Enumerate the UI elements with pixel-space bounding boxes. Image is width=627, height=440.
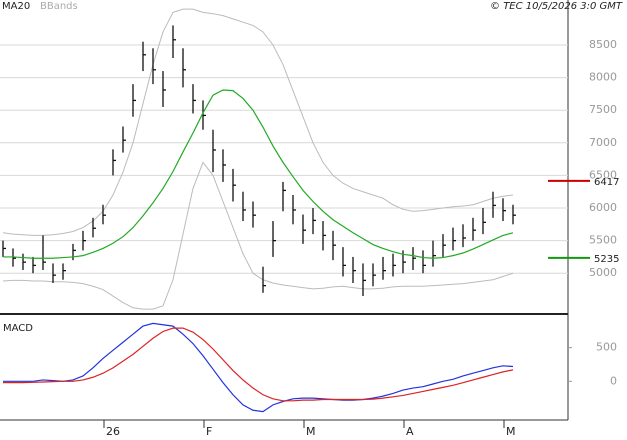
y-tick-label: 5000 bbox=[589, 266, 617, 279]
y-tick-label: 8500 bbox=[589, 38, 617, 51]
bband-upper bbox=[2, 8, 514, 236]
y-tick-label: 7500 bbox=[589, 103, 617, 116]
y-tick-label: 500 bbox=[596, 341, 617, 354]
y-tick-label: 8000 bbox=[589, 71, 617, 84]
ma20-line bbox=[3, 89, 514, 259]
y-tick-label: 6000 bbox=[589, 201, 617, 214]
macd-line bbox=[3, 322, 514, 413]
x-tick-label: M bbox=[506, 425, 516, 438]
y-tick-label: 6500 bbox=[589, 168, 617, 181]
macd-title: MACD bbox=[3, 323, 33, 334]
legend-ma20: MA20 bbox=[2, 1, 30, 12]
credit: © TEC 10/5/2026 3:0 GMT bbox=[490, 1, 623, 12]
bband-lower bbox=[2, 161, 514, 310]
y-tick-label: 0 bbox=[610, 374, 617, 387]
x-tick-label: M bbox=[306, 425, 316, 438]
price-marker-label: 6417 bbox=[594, 177, 619, 188]
x-tick-label: A bbox=[406, 425, 414, 438]
x-tick-label: F bbox=[206, 425, 212, 438]
macd-line bbox=[3, 327, 514, 402]
y-tick-label: 7000 bbox=[589, 136, 617, 149]
legend-bbands: BBands bbox=[40, 1, 78, 12]
price-marker-label: 5235 bbox=[594, 254, 619, 265]
y-tick-label: 5500 bbox=[589, 234, 617, 247]
x-tick-label: 26 bbox=[106, 425, 120, 438]
